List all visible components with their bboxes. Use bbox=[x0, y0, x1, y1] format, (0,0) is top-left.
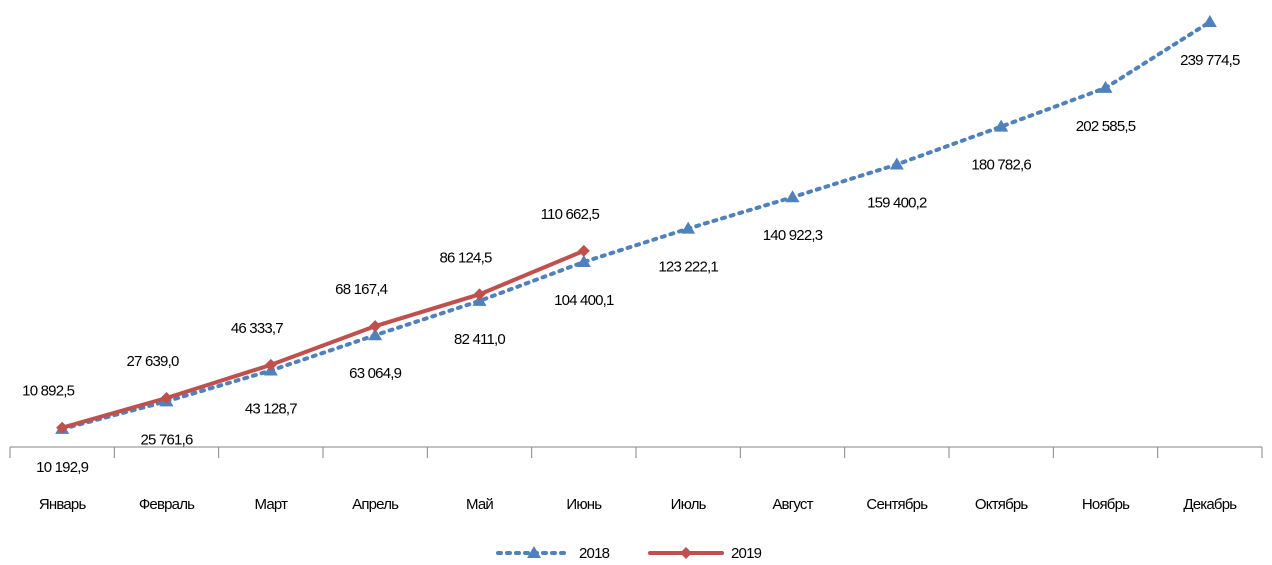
x-tick-label: Март bbox=[254, 496, 288, 513]
data-label: 68 167,4 bbox=[335, 281, 387, 298]
data-label: 104 400,1 bbox=[554, 292, 614, 309]
x-tick-label: Октябрь bbox=[975, 496, 1029, 513]
point-marker bbox=[577, 244, 590, 257]
x-tick-label: Февраль bbox=[139, 496, 195, 513]
point-marker bbox=[160, 392, 173, 405]
x-tick-label: Август bbox=[772, 496, 813, 513]
point-marker bbox=[368, 328, 383, 341]
x-tick-label: Ноябрь bbox=[1082, 496, 1130, 513]
data-label: 123 222,1 bbox=[658, 259, 718, 276]
data-label: 180 782,6 bbox=[971, 157, 1031, 174]
point-marker bbox=[785, 190, 800, 203]
legend-label: 2019 bbox=[731, 545, 762, 562]
point-marker bbox=[1098, 80, 1113, 93]
data-label: 46 333,7 bbox=[231, 320, 283, 337]
x-tick-label: Июль bbox=[671, 496, 707, 513]
point-marker bbox=[264, 358, 277, 371]
data-label: 10 192,9 bbox=[36, 459, 88, 476]
point-marker bbox=[56, 421, 69, 434]
data-label: 27 639,0 bbox=[127, 353, 179, 370]
legend-label: 2018 bbox=[579, 545, 610, 562]
x-tick-label: Декабрь bbox=[1183, 496, 1237, 513]
series-line bbox=[60, 20, 1212, 431]
x-tick-label: Апрель bbox=[352, 496, 399, 513]
data-label: 10 892,5 bbox=[22, 383, 74, 400]
series-line bbox=[60, 248, 586, 430]
data-label: 82 411,0 bbox=[454, 331, 505, 348]
point-marker bbox=[527, 546, 541, 558]
data-label: 140 922,3 bbox=[763, 227, 823, 244]
data-label: 110 662,5 bbox=[541, 206, 600, 223]
point-marker bbox=[1202, 15, 1217, 27]
data-label: 43 128,7 bbox=[245, 401, 297, 418]
data-label: 25 761,6 bbox=[141, 431, 193, 448]
point-marker bbox=[680, 547, 692, 559]
x-tick-label: Май bbox=[466, 496, 493, 513]
data-label: 202 585,5 bbox=[1076, 118, 1136, 135]
data-label: 63 064,9 bbox=[349, 365, 401, 382]
point-marker bbox=[681, 221, 696, 234]
data-label: 86 124,5 bbox=[440, 249, 492, 266]
point-marker bbox=[369, 320, 382, 333]
point-marker bbox=[576, 254, 591, 267]
point-marker bbox=[473, 288, 486, 301]
x-tick-label: Сентябрь bbox=[866, 496, 928, 513]
data-label: 159 400,2 bbox=[867, 194, 927, 211]
data-label: 239 774,5 bbox=[1180, 52, 1240, 69]
point-marker bbox=[994, 119, 1009, 132]
x-tick-label: Июнь bbox=[566, 496, 602, 513]
point-marker bbox=[889, 157, 904, 170]
x-tick-label: Январь bbox=[39, 496, 87, 513]
